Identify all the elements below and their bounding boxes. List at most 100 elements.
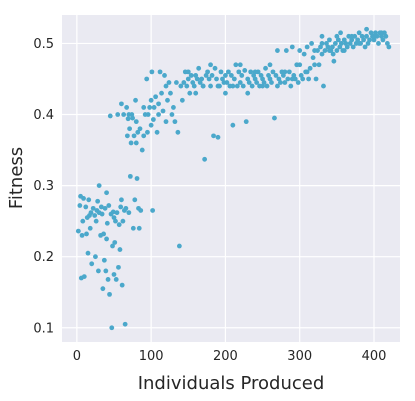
data-point [297, 62, 303, 68]
data-point [206, 76, 212, 82]
data-point [132, 197, 138, 203]
data-point [92, 213, 98, 218]
data-point [282, 69, 288, 75]
data-point [150, 208, 156, 213]
data-point [223, 90, 228, 96]
data-point [243, 119, 249, 125]
data-point [162, 73, 167, 78]
data-point [98, 204, 104, 210]
data-point [181, 80, 187, 85]
data-point [84, 231, 89, 237]
data-point [322, 48, 328, 53]
data-point [86, 197, 92, 203]
data-point [361, 37, 366, 43]
data-point [104, 236, 109, 242]
data-point [187, 90, 193, 96]
data-point [125, 116, 131, 122]
data-point [123, 205, 129, 211]
data-point [230, 83, 236, 89]
data-point [96, 183, 102, 189]
data-point [330, 44, 335, 50]
data-point [264, 83, 270, 89]
data-point [153, 94, 159, 100]
data-point [169, 112, 175, 117]
data-point [327, 37, 332, 43]
data-point [316, 62, 322, 68]
data-point [188, 73, 194, 78]
data-point [133, 140, 139, 146]
data-point [185, 76, 191, 82]
x-tick-label: 100 [139, 349, 164, 364]
data-point [159, 90, 164, 96]
data-point [95, 198, 101, 204]
data-point [301, 51, 307, 57]
data-point [135, 129, 141, 135]
data-point [79, 232, 85, 238]
data-point [185, 69, 191, 75]
data-point [270, 69, 276, 75]
data-point [165, 97, 170, 103]
data-point [101, 231, 106, 237]
data-point [282, 80, 288, 85]
data-point [163, 119, 169, 125]
data-point [128, 140, 134, 146]
data-point [122, 321, 128, 327]
data-point [246, 80, 252, 85]
data-point [330, 51, 336, 57]
data-point [334, 33, 340, 39]
data-point [100, 286, 106, 292]
data-point [103, 268, 109, 274]
data-point [376, 41, 381, 46]
data-point [131, 133, 137, 139]
x-gridlines [76, 15, 375, 342]
data-point [245, 90, 251, 96]
data-point [133, 119, 139, 125]
data-point [248, 69, 254, 75]
data-point [157, 69, 163, 75]
x-tick-label: 400 [362, 349, 387, 364]
x-tick-label: 0 [73, 349, 81, 364]
data-point [254, 80, 260, 85]
data-point [331, 58, 337, 64]
data-point [310, 55, 316, 61]
data-point [138, 208, 144, 213]
data-point [116, 222, 122, 228]
y-tick-labels: 0.1 0.2 0.3 0.4 0.5 [33, 37, 54, 336]
y-tick-label: 0.1 [33, 321, 54, 336]
data-point [178, 83, 184, 89]
data-point [364, 33, 369, 39]
data-point [273, 73, 279, 78]
data-point [215, 83, 221, 89]
data-point [116, 264, 121, 270]
data-point [168, 90, 173, 96]
data-point [371, 33, 377, 39]
data-point [184, 83, 190, 89]
data-point [99, 211, 105, 217]
x-tick-label: 300 [287, 349, 312, 364]
data-point [90, 205, 96, 211]
data-point [144, 76, 150, 82]
data-point [362, 44, 368, 50]
data-point [176, 243, 182, 249]
y-tick-label: 0.3 [33, 179, 54, 194]
data-point [171, 105, 176, 110]
data-point [218, 69, 224, 75]
data-point [237, 80, 243, 85]
data-point [383, 33, 389, 39]
data-point [349, 33, 355, 39]
data-point [275, 83, 280, 89]
data-point [338, 41, 344, 46]
data-point [134, 176, 140, 181]
data-point [228, 73, 234, 78]
data-point [115, 112, 121, 117]
data-point [109, 325, 115, 331]
data-point [149, 69, 155, 75]
data-point [111, 215, 117, 220]
data-point [319, 51, 325, 57]
data-point [288, 83, 294, 89]
data-point [209, 73, 215, 78]
data-point [214, 76, 219, 82]
data-point [338, 30, 343, 36]
data-point [147, 105, 153, 110]
